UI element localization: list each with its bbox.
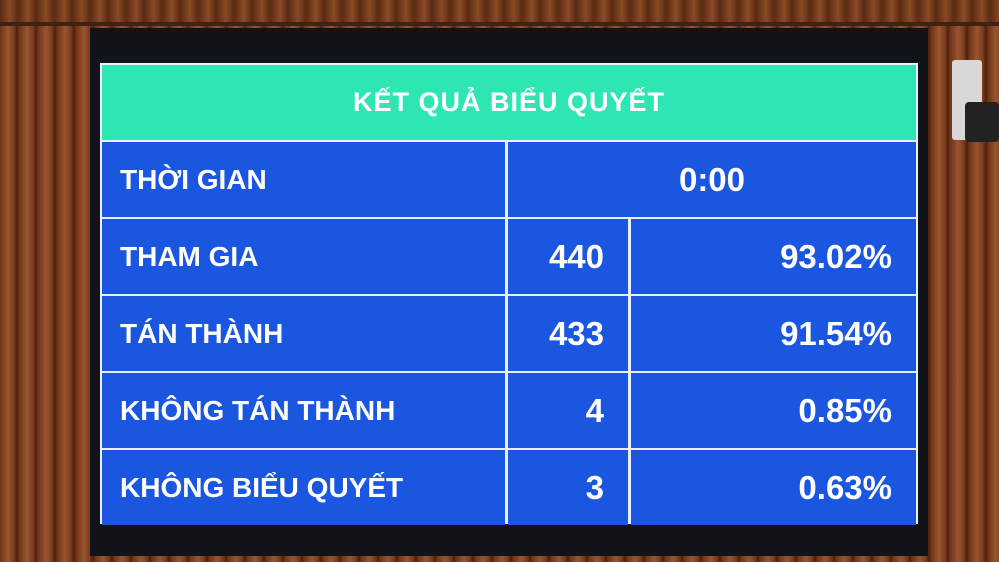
row-count: 433 bbox=[508, 296, 628, 371]
row-count: 440 bbox=[508, 219, 628, 294]
row-percent: 0.63% bbox=[631, 450, 916, 525]
row-count: 4 bbox=[508, 373, 628, 448]
row-percent: 93.02% bbox=[631, 219, 916, 294]
row-label: TÁN THÀNH bbox=[102, 296, 505, 371]
time-label: THỜI GIAN bbox=[102, 142, 505, 217]
row-label: KHÔNG TÁN THÀNH bbox=[102, 373, 505, 448]
row-count: 3 bbox=[508, 450, 628, 525]
time-value: 0:00 bbox=[508, 142, 916, 217]
row-label: THAM GIA bbox=[102, 219, 505, 294]
board-title: KẾT QUẢ BIỂU QUYẾT bbox=[102, 65, 916, 140]
wood-ceiling-trim bbox=[0, 0, 999, 26]
row-percent: 91.54% bbox=[631, 296, 916, 371]
camera-icon bbox=[965, 102, 999, 142]
voting-result-board: KẾT QUẢ BIỂU QUYẾT THỜI GIAN 0:00 THAM G… bbox=[100, 63, 918, 525]
row-percent: 0.85% bbox=[631, 373, 916, 448]
row-label: KHÔNG BIỂU QUYẾT bbox=[102, 450, 505, 525]
